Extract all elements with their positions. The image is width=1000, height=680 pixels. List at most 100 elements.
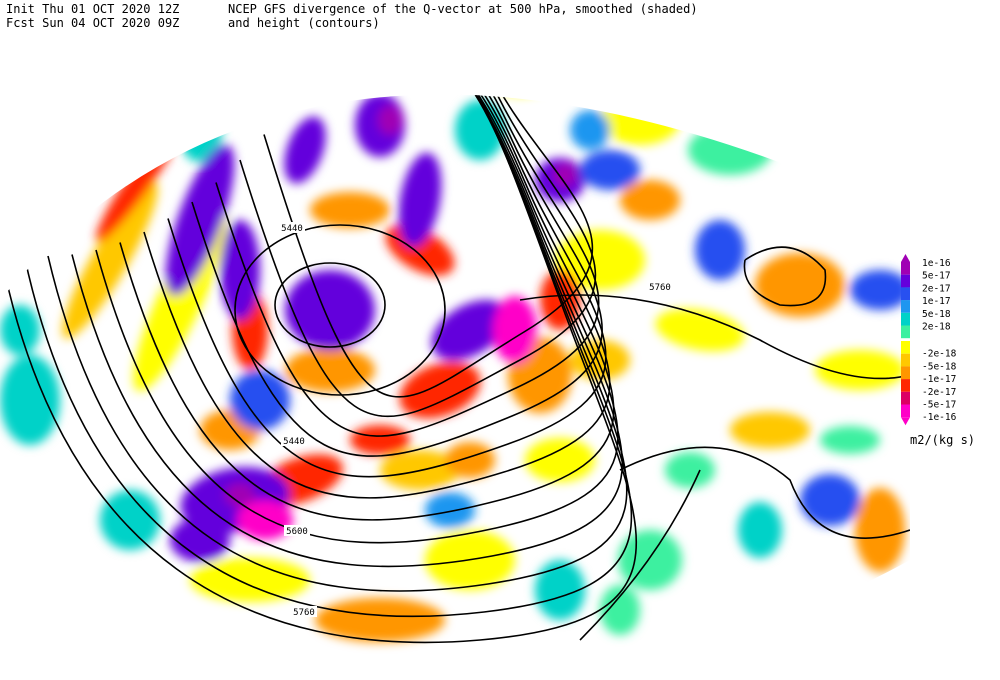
field-blob	[62, 181, 158, 339]
contour	[619, 446, 910, 539]
field-blob	[580, 150, 640, 190]
contour-label-bg	[291, 606, 317, 617]
contour	[234, 224, 446, 396]
colorbar-label: 5e-17	[922, 271, 951, 282]
contour	[143, 94, 611, 499]
colorbar-label: -1e-17	[922, 374, 956, 385]
contour-label-bg	[284, 525, 310, 536]
contour-label: 5760	[649, 283, 671, 293]
field-blob	[100, 490, 160, 550]
contour-label: 5440	[281, 224, 303, 234]
colorbar-label: -2e-17	[922, 387, 956, 398]
colorbar-swatch	[901, 325, 910, 339]
contour	[743, 246, 827, 307]
colorbar-unit: m2/(kg s)	[910, 433, 975, 447]
field-blob	[820, 426, 880, 454]
forecast-time: Fcst Sun 04 OCT 2020 09Z	[6, 16, 179, 30]
field-blob	[190, 558, 310, 602]
field-blob	[553, 163, 577, 187]
colorbar-swatch	[901, 391, 910, 405]
field-blob	[815, 350, 905, 390]
field-blob	[0, 355, 60, 445]
field-blob	[535, 560, 585, 620]
field-blob	[730, 412, 810, 448]
colorbar-swatch	[901, 312, 910, 326]
colorbar-swatch	[901, 379, 910, 392]
field-blob	[285, 270, 375, 350]
field-blob	[350, 425, 410, 455]
field-blob	[170, 518, 230, 562]
colorbar-swatch	[901, 404, 910, 418]
contour	[215, 94, 600, 437]
colorbar-swatch	[901, 262, 910, 275]
field-blob	[285, 348, 375, 392]
field-blob	[800, 474, 860, 526]
field-blob	[425, 492, 475, 528]
colorbar-label: -1e-16	[922, 412, 957, 423]
colorbar-swatch	[901, 287, 910, 301]
field-blob	[850, 270, 910, 310]
field-blob	[655, 308, 745, 352]
field-blob	[378, 105, 402, 135]
field-blob	[618, 530, 682, 590]
init-time: Init Thu 01 OCT 2020 12Z	[6, 2, 179, 16]
colorbar-swatch	[901, 353, 910, 367]
shaded-field	[0, 94, 910, 642]
colorbar-label: 2e-17	[922, 283, 951, 294]
field-blob	[310, 192, 390, 228]
field-blob	[855, 488, 905, 572]
colorbar-label: 2e-18	[922, 322, 951, 333]
contour-label-bg	[279, 222, 305, 233]
field-blob	[399, 361, 481, 419]
colorbar-label: 1e-16	[922, 258, 951, 269]
contour-label: 5600	[286, 527, 308, 537]
contour-label-bg	[281, 435, 307, 446]
contour	[519, 294, 910, 380]
contour-label: 5760	[293, 608, 315, 618]
height-contours	[0, 94, 910, 644]
field-blob	[445, 442, 495, 478]
contour	[95, 94, 619, 544]
contour	[119, 94, 615, 521]
field-blob	[570, 110, 610, 150]
field-blob	[738, 502, 782, 558]
title: NCEP GFS divergence of the Q-vector at 5…	[228, 2, 698, 16]
colorbar-label: -5e-17	[922, 400, 956, 411]
field-blob	[230, 370, 290, 430]
contour	[263, 94, 594, 398]
field-blob	[315, 598, 445, 642]
colorbar-swatch	[901, 341, 910, 354]
contour	[274, 262, 386, 348]
colorbar-swatch	[901, 366, 910, 380]
field-blob	[284, 116, 326, 184]
field-blob	[695, 220, 745, 280]
colorbar-label: 1e-17	[922, 296, 951, 307]
field-blob	[398, 152, 442, 248]
field-blob	[665, 452, 715, 488]
colorbar-label: -2e-18	[922, 349, 957, 360]
field-blob	[620, 180, 680, 220]
contour-label-bg	[647, 281, 673, 292]
colorbar-arrow	[901, 417, 910, 426]
field-blob	[493, 296, 537, 364]
contour	[579, 469, 701, 641]
contour	[239, 94, 597, 418]
field-blob	[600, 585, 640, 635]
field-blob	[755, 253, 845, 317]
field-blob	[525, 438, 595, 482]
colorbar-arrow	[901, 254, 910, 262]
field-blob	[165, 144, 235, 296]
subtitle: and height (contours)	[228, 16, 380, 30]
contour	[191, 94, 603, 457]
colorbar-swatch	[901, 274, 910, 288]
colorbar-label: 5e-18	[922, 309, 951, 320]
field-blob	[220, 220, 260, 320]
colorbar-swatch	[901, 300, 910, 313]
contour	[167, 94, 607, 478]
field-blob	[225, 483, 255, 507]
contour-label: 5440	[283, 437, 305, 447]
